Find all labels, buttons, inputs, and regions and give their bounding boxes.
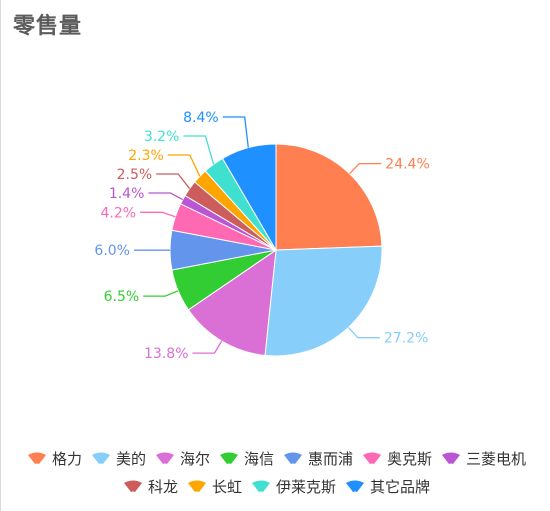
legend-label-2: 海尔 <box>179 449 210 468</box>
legend-swatch-8 <box>187 480 206 492</box>
legend-item-6[interactable]: 三菱电机 <box>440 448 526 468</box>
slice-label-4: 6.0% <box>94 243 130 259</box>
pie-slice-1[interactable] <box>264 245 383 357</box>
leader-line-2 <box>192 340 223 354</box>
leader-line-9 <box>183 135 215 165</box>
legend: 格力 美的 海尔 海信 惠而浦 奥克斯 三菱电机科龙 长虹 伊莱克斯 其它品牌 <box>11 448 541 496</box>
pie-chart: 24.4% 27.2% 13.8% 6.5% 6.0% 4.2% 1.4% 2.5% 2.3% 3… <box>94 110 429 362</box>
chart-title: 零售量 <box>13 14 83 39</box>
legend-swatch-4 <box>284 452 302 464</box>
legend-label-6: 三菱电机 <box>466 449 527 468</box>
legend-swatch-2 <box>155 452 174 464</box>
legend-item-8[interactable]: 长虹 <box>186 476 242 496</box>
pie-slices <box>169 143 383 357</box>
slice-label-1: 27.2% <box>384 331 428 347</box>
legend-label-4: 惠而浦 <box>308 449 354 468</box>
slice-label-7: 2.5% <box>117 167 153 183</box>
leader-lines <box>134 116 382 354</box>
slice-label-8: 2.3% <box>128 148 164 164</box>
slice-label-2: 13.8% <box>144 346 188 362</box>
legend-swatch-0 <box>27 452 46 464</box>
legend-label-5: 奥克斯 <box>387 449 433 468</box>
legend-swatch-5 <box>363 452 382 464</box>
legend-item-5[interactable]: 奥克斯 <box>361 448 432 468</box>
legend-swatch-3 <box>219 452 238 464</box>
legend-swatch-10 <box>346 480 365 492</box>
legend-label-0: 格力 <box>51 449 82 468</box>
pie-slice-2[interactable] <box>187 248 277 356</box>
legend-item-10[interactable]: 其它品牌 <box>344 476 430 496</box>
leader-line-5 <box>140 211 176 218</box>
leader-line-3 <box>143 290 179 297</box>
leader-line-7 <box>156 173 191 190</box>
legend-label-8: 长虹 <box>211 477 242 496</box>
legend-label-3: 海信 <box>243 449 274 468</box>
legend-item-0[interactable]: 格力 <box>26 448 82 468</box>
slice-label-5: 4.2% <box>101 205 137 221</box>
legend-label-10: 其它品牌 <box>370 477 431 496</box>
slice-label-0: 24.4% <box>385 157 429 173</box>
legend-swatch-7 <box>123 480 142 492</box>
pie-slice-10[interactable] <box>221 143 277 252</box>
legend-swatch-1 <box>91 452 110 464</box>
leader-line-0 <box>349 162 382 175</box>
slice-labels: 24.4% 27.2% 13.8% 6.5% 6.0% 4.2% 1.4% 2.5% 2.3% 3… <box>94 110 429 362</box>
legend-label-7: 科龙 <box>147 477 178 496</box>
leader-line-10 <box>222 116 249 148</box>
legend-swatch-9 <box>252 480 270 492</box>
leader-line-6 <box>148 192 184 201</box>
legend-swatch-6 <box>442 452 461 464</box>
slice-label-10: 8.4% <box>183 110 219 126</box>
legend-item-9[interactable]: 伊莱克斯 <box>250 476 336 496</box>
legend-label-9: 伊莱克斯 <box>276 477 337 496</box>
pie-slice-0[interactable] <box>275 143 383 251</box>
leader-line-1 <box>347 326 380 339</box>
slice-label-6: 1.4% <box>109 186 145 202</box>
legend-item-4[interactable]: 惠而浦 <box>282 448 353 468</box>
legend-item-2[interactable]: 海尔 <box>154 448 210 468</box>
leader-line-8 <box>167 154 201 177</box>
legend-item-3[interactable]: 海信 <box>218 448 274 468</box>
slice-label-9: 3.2% <box>144 129 180 145</box>
slice-label-3: 6.5% <box>104 289 140 305</box>
legend-item-7[interactable]: 科龙 <box>122 476 178 496</box>
legend-label-1: 美的 <box>115 449 146 468</box>
legend-item-1[interactable]: 美的 <box>90 448 146 468</box>
